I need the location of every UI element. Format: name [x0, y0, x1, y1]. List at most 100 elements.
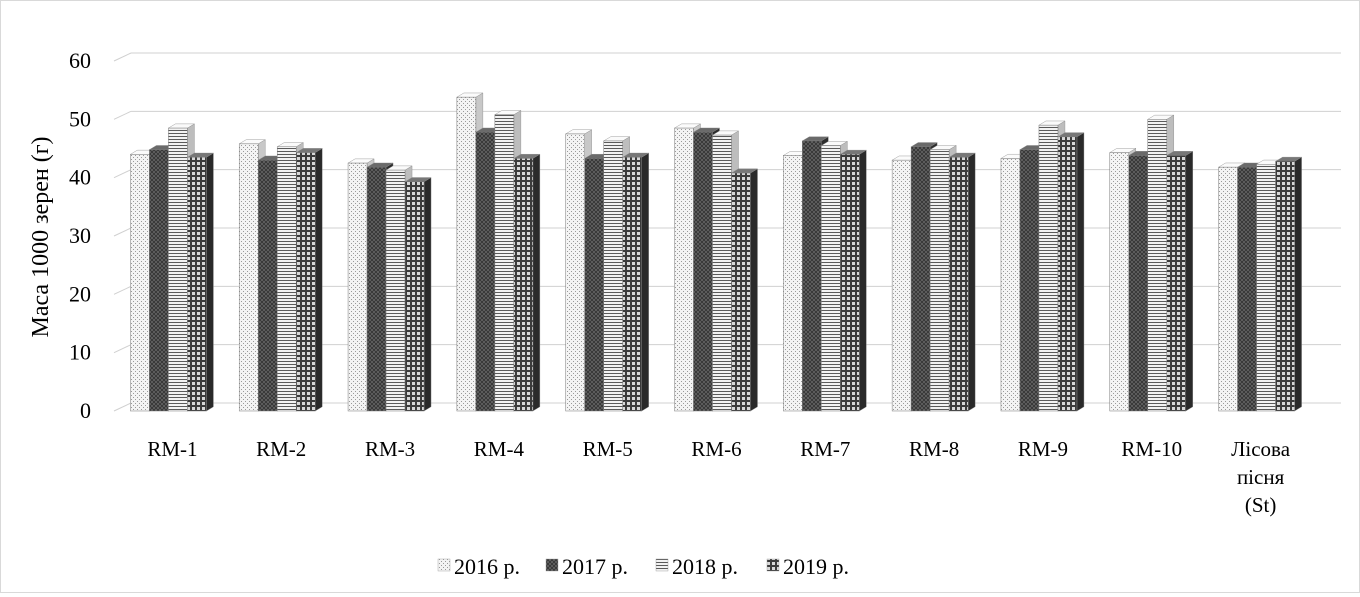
x-tick-label: (St): [1245, 493, 1277, 517]
bar-front: [693, 131, 713, 412]
legend-swatch: [437, 558, 451, 572]
x-axis-ticks: RM-1 RM-2 RM-3 RM-4 RM-5 RM-6 RM-7 RM-8 RM-9 RM-1…: [147, 437, 1290, 517]
bar-front: [802, 140, 822, 412]
gridline: [113, 227, 132, 237]
gridline: [113, 52, 132, 62]
bar-front: [1147, 119, 1168, 412]
bar-front: [385, 169, 406, 412]
bar: [621, 152, 650, 412]
x-tick-label: RM-2: [256, 437, 306, 461]
bar-front: [1166, 155, 1187, 412]
bar: [948, 152, 976, 412]
bar-front: [891, 159, 912, 412]
bar: [1057, 132, 1085, 412]
bar-front: [1218, 166, 1238, 412]
bar-front: [948, 157, 969, 412]
bar-front: [821, 145, 841, 412]
legend-item: 2018 р.: [655, 554, 738, 579]
x-tick-label: RM-9: [1018, 437, 1068, 461]
gridline: [113, 285, 132, 295]
y-tick-label: 0: [80, 398, 91, 423]
bar-side: [750, 168, 758, 412]
legend-label: 2017 р.: [562, 554, 628, 579]
bar-front: [494, 114, 515, 412]
bar-front: [1057, 136, 1078, 412]
bar-front: [366, 166, 387, 412]
bar-front: [168, 127, 188, 412]
bar-front: [1019, 149, 1040, 412]
bar-side: [532, 153, 541, 412]
legend-item: 2019 р.: [766, 554, 849, 579]
gridline: [113, 344, 132, 354]
legend: 2016 р. 2017 р. 2018 р. 2019 р.: [437, 554, 849, 579]
bar-front: [1128, 155, 1149, 412]
x-tick-label: RM-6: [691, 437, 741, 461]
bar-front: [1109, 152, 1130, 412]
gridline: [113, 169, 132, 179]
x-tick-label: RM-1: [147, 437, 197, 461]
bar-front: [565, 133, 585, 412]
y-tick-label: 40: [69, 165, 91, 190]
bar-front: [712, 134, 732, 412]
bar-front: [404, 181, 425, 412]
bar-front: [187, 157, 207, 412]
x-tick-label: RM-5: [583, 437, 633, 461]
bar: [1166, 150, 1194, 412]
bar-side: [423, 177, 432, 412]
legend-label: 2018 р.: [672, 554, 738, 579]
x-tick-label: пісня: [1237, 465, 1285, 489]
bar-front: [295, 152, 316, 412]
bar-front: [149, 149, 169, 412]
bar-front: [475, 131, 496, 412]
bar-front: [257, 159, 278, 412]
bar-front: [731, 172, 751, 412]
bar-side: [315, 148, 323, 412]
bar-front: [674, 127, 694, 412]
x-tick-label: RM-4: [474, 437, 525, 461]
bar-front: [513, 158, 534, 412]
gridline: [113, 402, 132, 412]
bar-front: [130, 154, 150, 412]
bar-front: [584, 158, 604, 412]
bar: [730, 168, 759, 412]
bar-side: [641, 152, 649, 412]
bar-side: [1185, 150, 1193, 412]
bars: [129, 92, 1303, 412]
bar-side: [1294, 156, 1302, 412]
bar: [513, 153, 541, 412]
y-tick-label: 20: [69, 281, 91, 306]
bar-front: [276, 146, 297, 412]
bar-front: [1038, 124, 1059, 412]
x-tick-label: RM-10: [1121, 437, 1182, 461]
y-axis-label: Маса 1000 зерен (г): [28, 136, 54, 337]
legend-swatch: [655, 558, 669, 572]
bar-front: [1256, 164, 1276, 412]
legend-label: 2016 р.: [454, 554, 520, 579]
legend-label: 2019 р.: [783, 554, 849, 579]
bar-front: [910, 146, 931, 412]
legend-swatch: [545, 558, 559, 572]
x-tick-label: RM-3: [365, 437, 415, 461]
y-tick-label: 60: [69, 48, 91, 73]
bar-front: [1275, 161, 1295, 412]
y-axis-ticks: 0 10 20 30 40 50 60: [69, 48, 91, 423]
bar-front: [603, 140, 623, 412]
y-tick-label: 50: [69, 106, 91, 131]
bar: [404, 177, 432, 412]
bar-side: [967, 152, 976, 412]
bar-front: [929, 149, 950, 412]
x-tick-label: RM-8: [909, 437, 959, 461]
bar: [839, 149, 868, 412]
bar-front: [347, 162, 368, 412]
bar-side: [1076, 132, 1085, 412]
bar-side: [206, 152, 214, 412]
x-tick-label: Лісова: [1231, 437, 1291, 461]
bar-front: [840, 154, 860, 412]
bar: [1274, 156, 1303, 412]
bar: [186, 152, 215, 412]
bar-front: [622, 157, 642, 412]
bar-front: [1237, 166, 1257, 412]
legend-item: 2016 р.: [437, 554, 520, 579]
